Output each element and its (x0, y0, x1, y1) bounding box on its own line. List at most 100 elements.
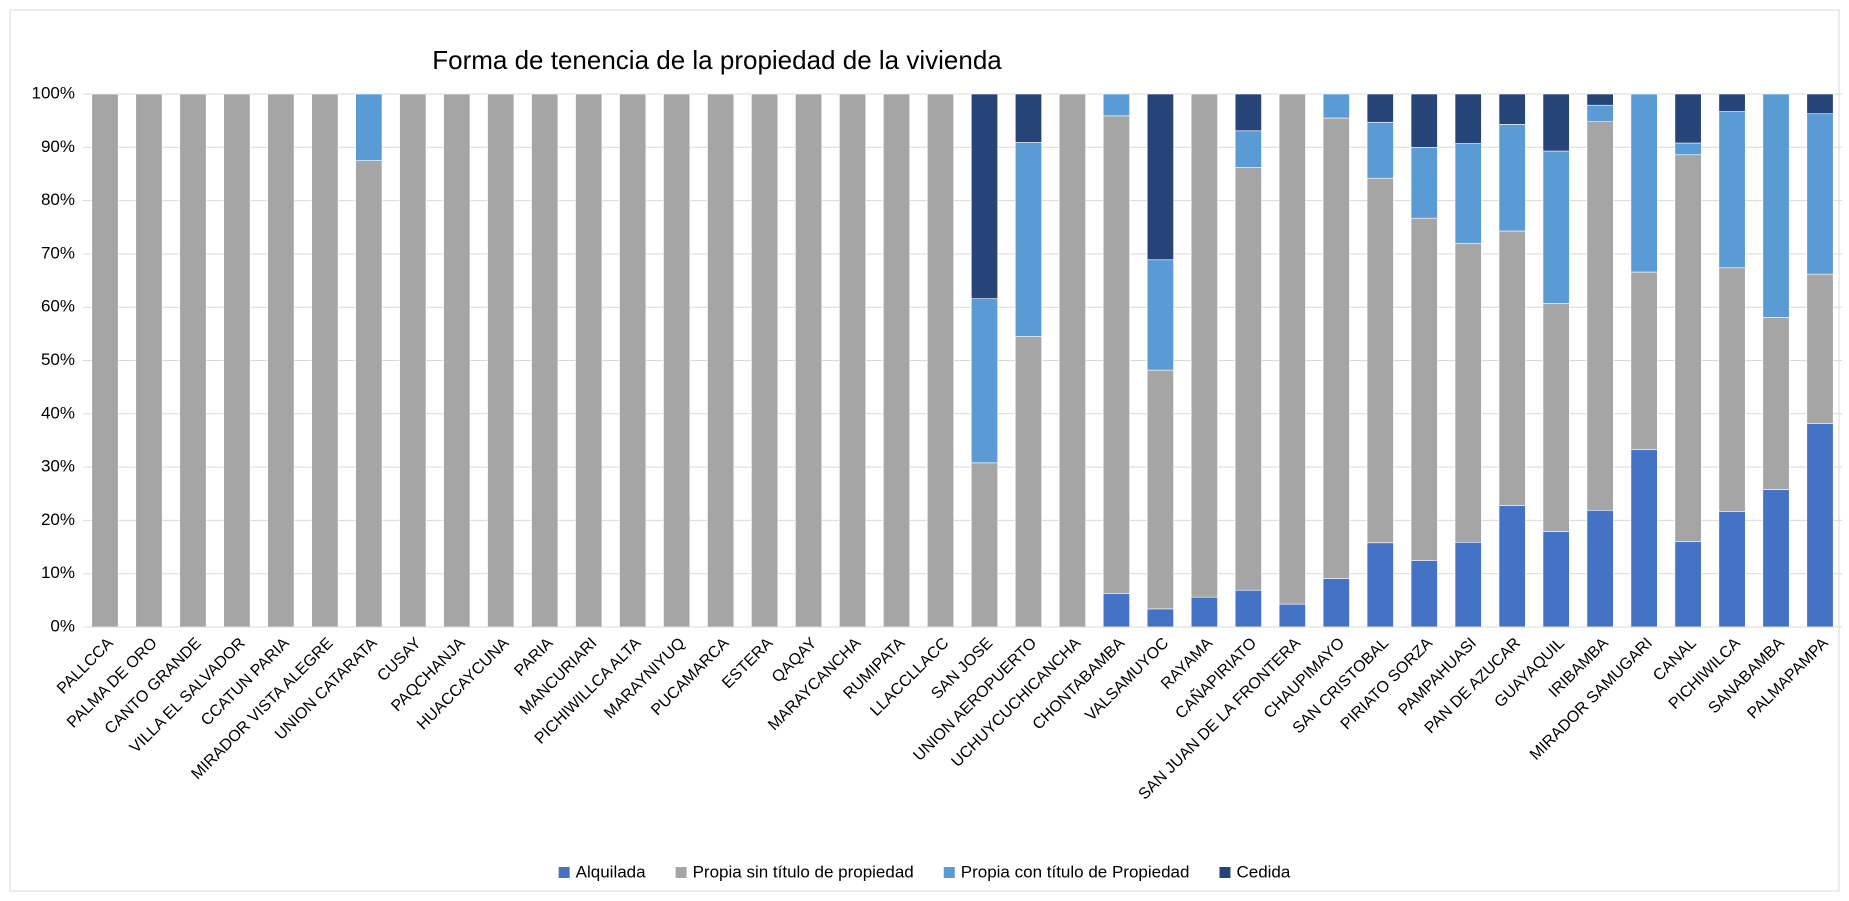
y-tick-label: 80% (41, 190, 75, 209)
bar-segment (1806, 93, 1834, 115)
bar-segment (1322, 93, 1350, 119)
bar-segment (1718, 111, 1746, 269)
bar-segment (707, 93, 735, 628)
bar-segment (1014, 336, 1042, 628)
bar-segment (531, 93, 559, 628)
y-tick-label: 20% (41, 510, 75, 529)
y-tick-label: 60% (41, 297, 75, 316)
y-tick-label: 90% (41, 137, 75, 156)
bar-segment (927, 93, 955, 628)
bar-segment (1454, 143, 1482, 244)
bar-segment (443, 93, 471, 628)
bar-segment (1102, 593, 1130, 628)
legend-swatch (558, 867, 570, 878)
bar-segment (1718, 93, 1746, 112)
bar-segment (1586, 104, 1614, 123)
legend-swatch (1219, 867, 1231, 878)
bar-segment (1058, 93, 1086, 628)
legend-label: Propia sin título de propiedad (693, 862, 914, 881)
bar-segment (1542, 531, 1570, 628)
bar-segment (1366, 121, 1394, 179)
bar-segment (1146, 608, 1174, 628)
legend-label: Alquilada (576, 862, 646, 881)
bar-segment (1498, 93, 1526, 125)
bar-segment (619, 93, 647, 628)
bar-segment (795, 93, 823, 628)
bar-segment (1234, 130, 1262, 168)
bar-segment (1542, 93, 1570, 152)
bar-segment (399, 93, 427, 628)
bar-segment (1586, 93, 1614, 106)
bar-segment (1498, 505, 1526, 628)
bar-segment (311, 93, 339, 628)
bar-segment (1630, 93, 1658, 273)
bar-segment (1806, 273, 1834, 424)
bar-segment (1190, 93, 1218, 598)
bar-segment (1718, 267, 1746, 512)
bar-segment (355, 93, 383, 161)
bar-segment (1630, 449, 1658, 628)
y-tick-label: 10% (41, 563, 75, 582)
bar-segment (355, 160, 383, 628)
y-tick-label: 100% (32, 83, 75, 102)
bar-segment (1366, 93, 1394, 123)
bar-segment (1674, 142, 1702, 156)
bar-segment (1322, 117, 1350, 579)
legend-swatch (943, 867, 955, 878)
y-tick-label: 30% (41, 457, 75, 476)
bar-segment (91, 93, 119, 628)
bar-segment (1410, 93, 1438, 148)
bar-segment (267, 93, 295, 628)
bar-segment (970, 298, 998, 464)
bar-segment (1674, 154, 1702, 543)
bar-segment (1190, 596, 1218, 628)
bar-segment (839, 93, 867, 628)
bar-segment (1366, 177, 1394, 544)
bar-segment (883, 93, 911, 628)
bar-segment (1366, 542, 1394, 628)
y-tick-label: 40% (41, 403, 75, 422)
bar-segment (1498, 230, 1526, 506)
bar-segment (1234, 93, 1262, 132)
bar-segment (1762, 317, 1790, 490)
bar-segment (1014, 93, 1042, 143)
bar-segment (1146, 259, 1174, 371)
bar-segment (1586, 121, 1614, 511)
chart-title: Forma de tenencia de la propiedad de la … (432, 45, 1002, 75)
bar-segment (1410, 147, 1438, 219)
bar-segment (751, 93, 779, 628)
bar-segment (1542, 303, 1570, 532)
legend-swatch (675, 867, 687, 878)
bar-segment (1014, 142, 1042, 337)
bar-segment (1586, 509, 1614, 628)
bar-segment (970, 93, 998, 299)
bar-segment (1234, 167, 1262, 591)
bar-segment (1762, 93, 1790, 318)
bar-segment (1410, 217, 1438, 561)
legend-label: Propia con título de Propiedad (961, 862, 1190, 881)
y-tick-label: 50% (41, 350, 75, 369)
bar-segment (1806, 423, 1834, 628)
bar-segment (1146, 93, 1174, 261)
bar-segment (179, 93, 207, 628)
y-tick-label: 0% (50, 616, 75, 635)
bar-segment (1674, 93, 1702, 144)
legend-label: Cedida (1236, 862, 1290, 881)
bar-segment (1454, 93, 1482, 144)
bar-segment (1674, 541, 1702, 628)
bar-segment (1278, 603, 1306, 628)
y-tick-label: 70% (41, 243, 75, 262)
bar-segment (135, 93, 163, 628)
bar-segment (575, 93, 603, 628)
bar-segment (1806, 113, 1834, 275)
bar-segment (487, 93, 515, 628)
bar-segment (1102, 115, 1130, 594)
bar-segment (1498, 124, 1526, 232)
bar-segment (1454, 242, 1482, 543)
bar-segment (1102, 93, 1130, 117)
bar-segment (663, 93, 691, 628)
bar-segment (1146, 369, 1174, 610)
bar-segment (1410, 560, 1438, 628)
bar-segment (970, 462, 998, 628)
